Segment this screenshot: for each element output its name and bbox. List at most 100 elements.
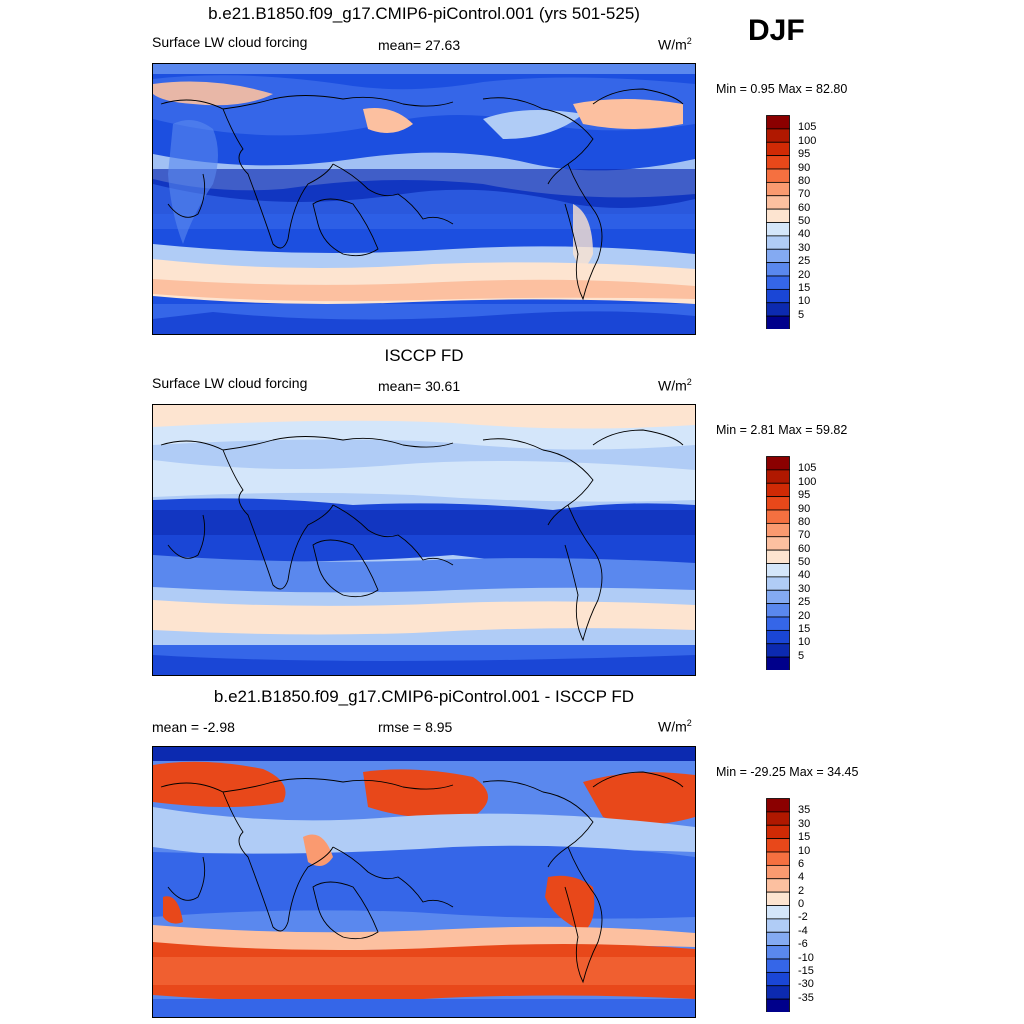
colorbar-label: 30 [798,582,811,595]
panel-diff-minmax: Min = -29.25 Max = 34.45 [716,765,859,779]
panel-model-units: W/m2 [658,36,692,53]
colorbar-swatch [766,469,790,484]
colorbar-label: 15 [798,622,811,635]
colorbar-swatch [766,168,790,183]
colorbar-label: 10 [798,844,811,857]
colorbar-swatch [766,918,790,933]
panel-diff-rmse: rmse = 8.95 [378,719,453,735]
colorbar-label: 25 [798,596,811,609]
colorbar-swatch [766,195,790,210]
panel-diff-colorbar-swatches [766,798,790,1013]
colorbar-label: -10 [798,951,814,964]
colorbar-swatch [766,824,790,840]
panel-obs-mean: mean= 30.61 [378,378,461,394]
colorbar-label: -30 [798,978,814,991]
season-label: DJF [748,14,805,47]
colorbar-label: 80 [798,515,811,528]
colorbar-swatch [766,115,790,130]
colorbar-label: 80 [798,174,811,187]
colorbar-swatch [766,509,790,524]
colorbar-label: -4 [798,924,808,937]
panel-model-colorbar-swatches [766,115,790,330]
colorbar-swatch [766,522,790,538]
colorbar-label: 5 [798,308,805,321]
colorbar-label: 10 [798,636,811,649]
panel-diff-units: W/m2 [658,718,692,735]
colorbar-swatch [766,155,790,170]
colorbar-label: 40 [798,569,811,582]
colorbar-label: 60 [798,542,811,555]
colorbar-label: 25 [798,255,811,268]
colorbar-label: 70 [798,529,811,542]
colorbar-label: 100 [798,475,817,488]
colorbar-swatch [766,643,790,658]
panel-model-mean: mean= 27.63 [378,37,461,53]
colorbar-swatch [766,315,790,330]
panel-obs-minmax: Min = 2.81 Max = 59.82 [716,423,848,437]
colorbar-swatch [766,222,790,237]
colorbar-swatch [766,864,790,880]
colorbar-swatch [766,141,790,157]
colorbar-label: 60 [798,201,811,214]
colorbar-label: 50 [798,215,811,227]
colorbar-swatch [766,851,790,866]
colorbar-swatch [766,536,790,551]
colorbar-label: 4 [798,871,805,884]
panel-obs-units: W/m2 [658,377,692,394]
panel-diff-colorbar [766,798,790,1017]
colorbar-label: 50 [798,556,811,568]
colorbar-label: 95 [798,489,811,502]
colorbar-swatch [766,838,790,853]
colorbar-swatch [766,208,790,223]
colorbar-label: 5 [798,649,805,662]
colorbar-swatch [766,456,790,471]
colorbar-label: -2 [798,911,808,924]
panel-obs-colorbar-swatches [766,456,790,671]
colorbar-swatch [766,629,790,645]
colorbar-label: -6 [798,938,808,951]
colorbar-label: 100 [798,134,817,147]
colorbar-swatch [766,958,790,973]
panel-obs-colorbar [766,456,790,675]
colorbar-label: 30 [798,817,811,830]
colorbar-swatch [766,616,790,631]
colorbar-label: 30 [798,241,811,254]
colorbar-swatch [766,589,790,605]
colorbar-swatch [766,302,790,317]
colorbar-swatch [766,275,790,290]
colorbar-swatch [766,891,790,906]
colorbar-label: 70 [798,188,811,201]
panel-obs-title: ISCCP FD [384,346,464,365]
colorbar-label: -35 [798,991,814,1004]
panel-diff-map [152,746,696,1018]
colorbar-swatch [766,248,790,264]
colorbar-label: 95 [798,148,811,161]
colorbar-swatch [766,985,790,1000]
colorbar-swatch [766,798,790,813]
colorbar-swatch [766,931,790,947]
colorbar-swatch [766,811,790,826]
panel-diff-mean: mean = -2.98 [152,719,235,735]
panel-diff-title: b.e21.B1850.f09_g17.CMIP6-piControl.001 … [213,687,635,706]
colorbar-swatch [766,496,790,511]
colorbar-swatch [766,262,790,277]
colorbar-label: 105 [798,121,817,134]
colorbar-label: 20 [798,268,811,281]
colorbar-swatch [766,656,790,671]
colorbar-swatch [766,549,790,564]
colorbar-swatch [766,971,790,987]
colorbar-swatch [766,181,790,197]
colorbar-swatch [766,576,790,591]
colorbar-label: 0 [798,898,805,910]
panel-model-colorbar [766,115,790,334]
colorbar-label: 20 [798,609,811,622]
colorbar-swatch [766,288,790,304]
colorbar-label: 15 [798,831,811,844]
colorbar-swatch [766,563,790,578]
colorbar-label: 105 [798,462,817,475]
colorbar-label: 15 [798,281,811,294]
colorbar-label: 10 [798,295,811,308]
colorbar-swatch [766,905,790,920]
colorbar-label: 35 [798,804,811,817]
colorbar-swatch [766,603,790,618]
